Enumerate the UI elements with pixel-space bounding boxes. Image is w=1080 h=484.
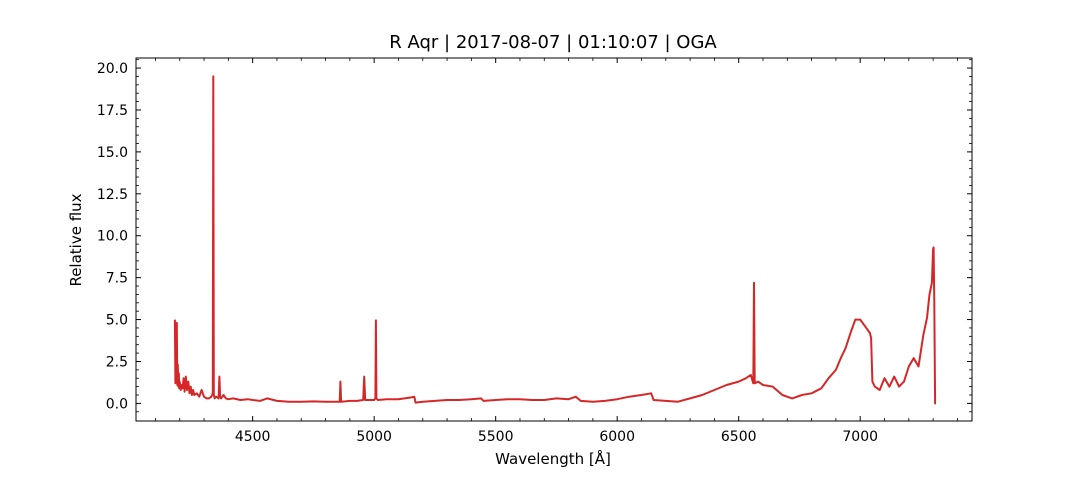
x-axis: 4500 5000 5500 6000 6500 7000: [155, 58, 958, 445]
series-layer: [173, 75, 937, 405]
y-axis-label: Relative flux: [67, 193, 85, 286]
y-tick-label: 7.5: [106, 271, 128, 287]
plot-frame: [135, 57, 973, 422]
chart-title: R Aqr | 2017-08-07 | 01:10:07 | OGA: [389, 32, 717, 53]
x-axis-label: Wavelength [Å]: [495, 449, 611, 468]
y-tick-label: 15.0: [97, 145, 128, 161]
y-tick-label: 17.5: [97, 103, 128, 119]
y-axis: 0.0 2.5 5.0 7.5 10.0 12.5 15.0 17.5 20.0: [97, 59, 972, 412]
x-tick-label: 6000: [599, 429, 635, 445]
y-tick-label: 12.5: [97, 187, 128, 203]
x-tick-label: 7000: [842, 429, 878, 445]
x-tick-label: 5500: [478, 429, 514, 445]
y-tick-label: 10.0: [97, 229, 128, 245]
y-tick-label: 0.0: [106, 396, 128, 412]
x-tick-label: 4500: [235, 429, 271, 445]
y-tick-label: 20.0: [97, 61, 128, 77]
x-tick-label: 5000: [356, 429, 392, 445]
y-tick-label: 5.0: [106, 313, 128, 329]
x-tick-label: 6500: [721, 429, 757, 445]
spectrum-line-0: [173, 75, 937, 405]
y-tick-label: 2.5: [106, 354, 128, 370]
